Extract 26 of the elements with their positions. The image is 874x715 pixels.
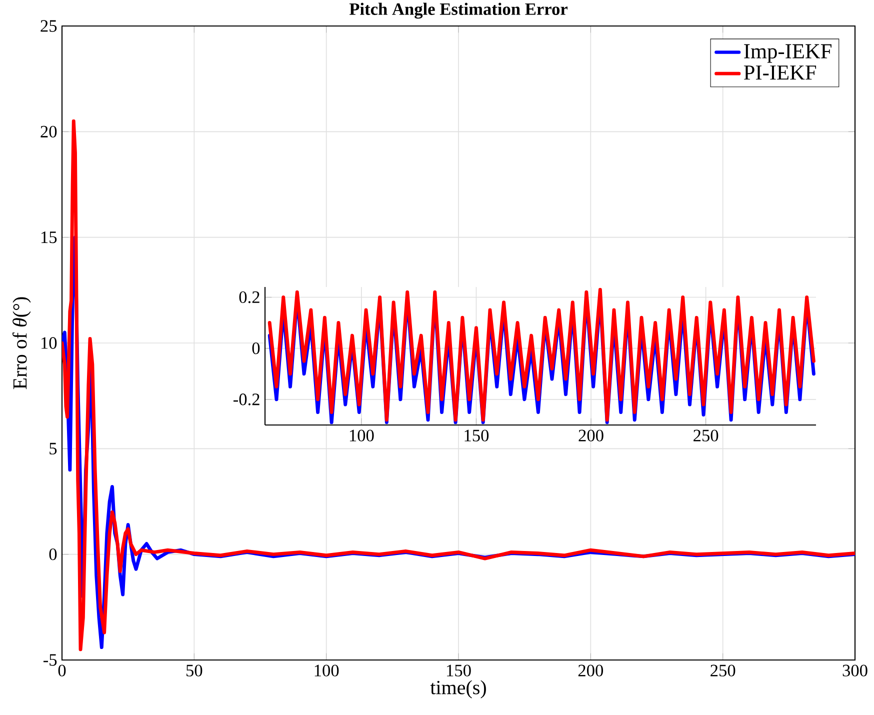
x-tick-label: 0: [58, 664, 66, 676]
y-tick-label: -0.2: [234, 394, 260, 406]
chart-title: Pitch Angle Estimation Error: [349, 2, 568, 19]
x-tick-label: 150: [447, 664, 471, 676]
x-tick-label: 150: [464, 430, 489, 442]
y-tick-label: -5: [44, 654, 57, 666]
y-tick-label: 0.2: [239, 291, 260, 304]
y-tick-label: 0: [252, 342, 260, 354]
x-tick-label: 100: [314, 664, 339, 676]
legend-label: Imp-IEKF: [744, 44, 832, 63]
x-tick-label: 250: [694, 430, 718, 442]
x-axis-title: time(s): [430, 680, 486, 698]
y-tick-label: 0: [49, 548, 57, 560]
x-tick-label: 300: [842, 664, 868, 676]
x-tick-label: 200: [578, 664, 604, 676]
y-tick-label: 20: [40, 126, 57, 138]
x-tick-label: 50: [186, 664, 202, 676]
x-tick-label: 200: [578, 430, 604, 442]
x-tick-label: 250: [710, 664, 736, 676]
y-tick-label: 10: [41, 337, 57, 349]
y-tick-label: 15: [41, 232, 57, 244]
y-tick-label: 25: [40, 20, 57, 32]
y-tick-label: 5: [50, 442, 57, 454]
x-tick-label: 100: [350, 430, 374, 442]
y-axis-title: Erro of θ(°): [12, 297, 31, 390]
legend-label: PI-IEKF: [744, 66, 816, 80]
